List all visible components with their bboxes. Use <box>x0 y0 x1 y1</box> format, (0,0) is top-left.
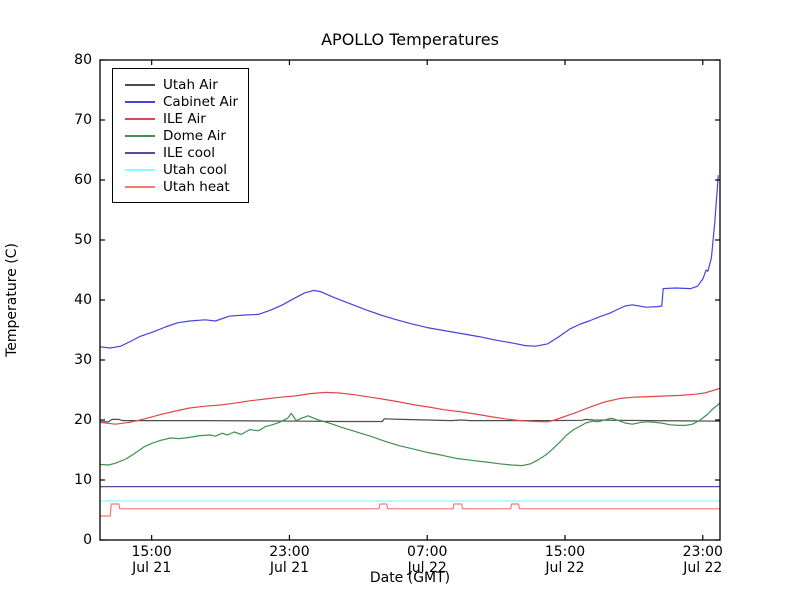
legend-item: Dome Air <box>121 127 238 144</box>
y-tick-label: 50 <box>74 232 92 248</box>
y-tick-label: 30 <box>74 352 92 368</box>
chart-title: APOLLO Temperatures <box>321 30 499 49</box>
legend-line-swatch <box>125 117 155 120</box>
legend-label: ILE Air <box>163 110 206 127</box>
y-axis-label: Temperature (C) <box>4 243 20 357</box>
y-tick-label: 70 <box>74 112 92 128</box>
legend-label: Utah Air <box>163 76 218 93</box>
x-tick-time: 15:00 <box>544 544 586 560</box>
legend-line-swatch <box>125 83 155 86</box>
legend-item: ILE cool <box>121 144 238 161</box>
x-tick-label: 23:00 Jul 22 <box>658 544 748 576</box>
x-tick-time: 23:00 <box>269 544 310 560</box>
y-tick-label: 10 <box>74 472 92 488</box>
legend-label: Utah cool <box>163 161 227 178</box>
y-tick-label: 20 <box>74 412 92 428</box>
x-tick-label: 15:00 Jul 21 <box>107 544 197 576</box>
series-line-dome-air <box>100 402 720 467</box>
series-line-cabinet-air <box>100 175 719 349</box>
legend-item: Cabinet Air <box>121 93 238 110</box>
legend-item: ILE Air <box>121 110 238 127</box>
x-tick-label: 07:00 Jul 22 <box>382 544 472 576</box>
x-tick-time: 07:00 <box>407 544 448 560</box>
x-tick-date: Jul 22 <box>545 560 585 576</box>
series-line-utah-air <box>100 418 720 423</box>
y-tick-label: 80 <box>74 52 92 68</box>
y-tick-label: 0 <box>83 532 92 548</box>
legend-label: Utah heat <box>163 178 230 195</box>
legend-label: ILE cool <box>163 144 216 161</box>
x-tick-date: Jul 22 <box>407 560 447 576</box>
x-tick-label: 23:00 Jul 21 <box>244 544 334 576</box>
y-tick-label: 40 <box>74 292 92 308</box>
legend-line-swatch <box>125 185 155 188</box>
x-tick-time: 15:00 <box>131 544 172 560</box>
legend-item: Utah Air <box>121 76 238 93</box>
x-tick-date: Jul 21 <box>132 560 172 576</box>
series-line-ile-air <box>100 387 720 425</box>
x-tick-time: 23:00 <box>682 544 723 560</box>
legend-line-swatch <box>125 151 155 154</box>
x-tick-date: Jul 21 <box>269 560 310 576</box>
legend: Utah Air Cabinet Air ILE Air Dome Air ILE co… <box>112 68 250 203</box>
x-axis-label: Date (GMT) <box>369 570 451 586</box>
legend-label: Cabinet Air <box>163 93 239 110</box>
legend-label: Dome Air <box>163 127 226 144</box>
legend-line-swatch <box>125 168 155 171</box>
legend-item: Utah heat <box>121 178 238 195</box>
x-tick-date: Jul 22 <box>683 560 723 576</box>
y-tick-label: 60 <box>74 172 92 188</box>
x-tick-label: 15:00 Jul 22 <box>520 544 610 576</box>
series-line-utah-heat <box>100 503 720 517</box>
legend-item: Utah cool <box>121 161 238 178</box>
legend-line-swatch <box>125 134 155 137</box>
legend-line-swatch <box>125 100 155 103</box>
